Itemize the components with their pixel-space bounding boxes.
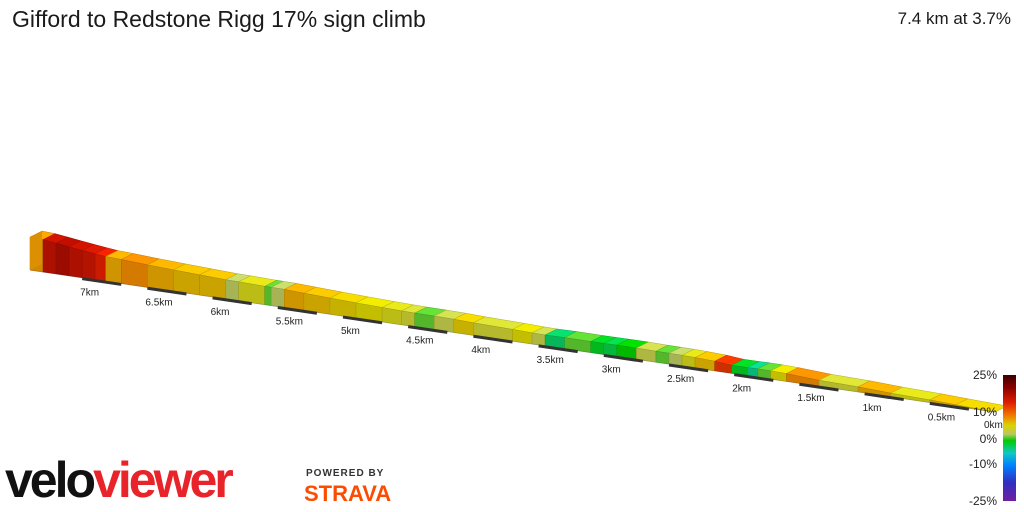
chart-title: Gifford to Redstone Rigg 17% sign climb: [12, 6, 426, 32]
climb-summary: 7.4 km at 3.7%: [897, 9, 1011, 28]
gradient-segment: [94, 253, 106, 282]
logo-velo-text: velo: [5, 452, 96, 508]
gradient-segment: [955, 404, 996, 413]
distance-tick-mark: [864, 392, 904, 402]
distance-tick-label: 3km: [602, 364, 621, 375]
logo-viewer-text: viewer: [93, 452, 234, 508]
distance-tick-mark: [407, 325, 448, 334]
distance-tick-label: 6.5km: [145, 297, 172, 308]
gradient-segment: [655, 350, 670, 365]
powered-by-label: POWERED BY: [306, 468, 385, 479]
distance-tick-label: 2km: [732, 384, 751, 395]
distance-tick-label: 1.5km: [797, 393, 824, 404]
distance-tick-label: 2.5km: [667, 374, 694, 385]
colorbar-label: 0%: [980, 432, 998, 446]
distance-tick-mark: [668, 363, 709, 373]
distance-tick-mark: [603, 353, 644, 363]
distance-tick-mark: [81, 277, 122, 286]
gradient-segment: [55, 242, 70, 277]
distance-tick-mark: [929, 401, 970, 411]
distance-tick-label: 0.5km: [928, 412, 955, 423]
gradient-segment: [531, 332, 546, 347]
gradient-segment: [284, 289, 305, 311]
gradient-colorbar: 25% 10% 0% -10% -25%: [969, 368, 1016, 508]
colorbar-label: 25%: [973, 368, 997, 382]
distance-tick-mark: [342, 315, 383, 325]
gradient-segment: [42, 239, 57, 275]
colorbar-gradient: [1003, 375, 1016, 501]
gradient-segment: [68, 246, 83, 278]
distance-tick-label: 4km: [471, 345, 490, 356]
distance-tick-label: 3.5km: [537, 355, 564, 366]
gradient-segment: [264, 286, 272, 306]
colorbar-label: -25%: [969, 494, 997, 508]
gradient-segment: [225, 279, 239, 301]
gradient-segment: [105, 256, 122, 284]
veloviewer-logo: veloviewer: [5, 452, 234, 508]
gradient-segments: [29, 230, 1008, 413]
distance-tick-label: 7km: [80, 288, 99, 299]
distance-tick-mark: [538, 344, 578, 354]
distance-tick-label: 5.5km: [276, 316, 303, 327]
distance-tick-label: 6km: [211, 307, 230, 318]
distance-tick-mark: [147, 286, 187, 296]
profile-end-cap: [30, 231, 42, 270]
strava-logo: STRAVA: [304, 481, 392, 506]
distance-tick-mark: [733, 373, 774, 382]
distance-ticks: 7km 6.5km 6km 5.5km 5km 4.5km 4km 3.5km 3km 2.5km…: [80, 277, 1003, 431]
gradient-segment: [590, 341, 605, 355]
distance-tick-mark: [799, 382, 839, 392]
distance-tick-label: 5km: [341, 326, 360, 337]
distance-tick-mark: [212, 296, 252, 306]
gradient-segment: [401, 310, 415, 327]
distance-tick-label: 1km: [863, 403, 882, 414]
distance-tick-mark: [473, 334, 513, 344]
distance-tick-label: 4.5km: [406, 336, 433, 347]
gradient-segment: [81, 250, 96, 280]
distance-tick-mark: [277, 305, 318, 315]
colorbar-label: -10%: [969, 457, 997, 471]
gradient-segment: [271, 287, 285, 308]
distance-tick-label: 0km: [984, 420, 1003, 431]
colorbar-label: 10%: [973, 405, 997, 419]
